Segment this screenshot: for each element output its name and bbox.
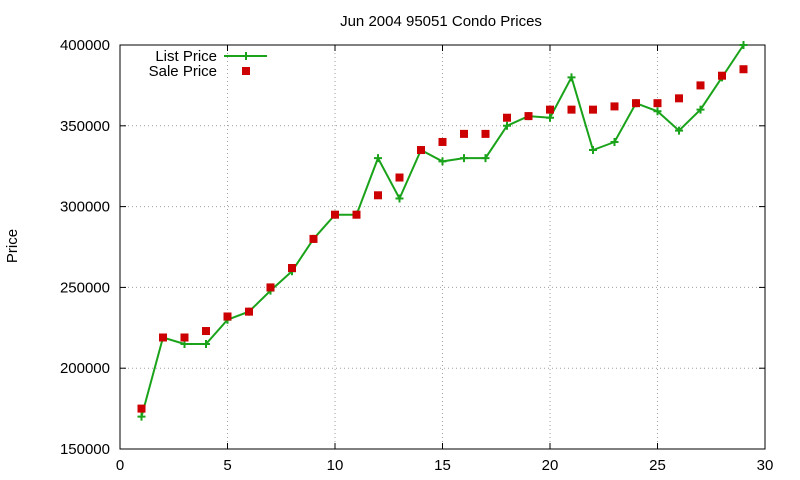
x-tick-label: 20 [542, 457, 559, 474]
y-tick-label: 300000 [60, 199, 110, 216]
sale-price-point [503, 113, 511, 122]
sale-price-point [180, 333, 189, 342]
list-price-point [202, 339, 210, 348]
legend-label-sale-price: Sale Price [149, 63, 217, 80]
list-price-point [653, 107, 662, 116]
x-tick-label: 30 [757, 457, 774, 474]
sale-price-point [610, 102, 619, 111]
sale-price-point [632, 99, 640, 108]
x-tick-label: 0 [116, 457, 124, 474]
sale-price-point [675, 94, 683, 103]
list-price-point [610, 137, 619, 146]
list-price-point [460, 154, 468, 163]
sale-price-point [417, 146, 425, 155]
list-price-point [675, 126, 683, 135]
y-tick-label: 400000 [60, 37, 110, 54]
sale-price-point [331, 210, 339, 219]
x-tick-label: 25 [649, 457, 666, 474]
legend-keys [224, 52, 267, 75]
grid [120, 45, 765, 449]
y-tick-label: 200000 [60, 360, 110, 377]
legend-label-list-price: List Price [155, 48, 217, 65]
sale-price-point [653, 99, 662, 108]
legend-marker-list-price [242, 52, 250, 60]
x-tick-label: 15 [434, 457, 451, 474]
list-price-point [567, 73, 576, 82]
series-layer [137, 41, 748, 421]
sale-price-point [159, 333, 167, 342]
x-tick-label: 5 [223, 457, 231, 474]
sale-price-point [352, 210, 361, 219]
y-tick-label: 150000 [60, 441, 110, 458]
sale-price-point [245, 307, 253, 316]
legend-key-sale-price [242, 67, 250, 75]
sale-price-point [374, 191, 382, 200]
sale-price-point [739, 65, 748, 74]
sale-price-point [223, 312, 232, 321]
y-axis-label: Price [4, 229, 21, 263]
list-price-point [589, 146, 597, 155]
legend: List Price Sale Price [149, 48, 267, 80]
sale-price-point [288, 264, 296, 273]
sale-price-point [438, 137, 447, 146]
list-price-point [438, 157, 447, 166]
y-tick-label: 350000 [60, 118, 110, 135]
series-line-list-price [140, 44, 745, 417]
sale-price-point [589, 105, 597, 114]
sale-price-point [266, 283, 275, 292]
list-price-point [374, 154, 382, 163]
sale-price-point [546, 105, 554, 114]
chart-title: Jun 2004 95051 Condo Prices [340, 13, 542, 30]
sale-price-point [567, 105, 576, 114]
list-price-point [481, 154, 490, 163]
sale-price-point [395, 173, 404, 182]
list-price-point [696, 105, 705, 114]
sale-price-point [524, 112, 533, 121]
sale-price-point [202, 327, 210, 336]
sale-price-point [137, 404, 146, 413]
list-price-point [137, 412, 146, 421]
sale-price-point [460, 129, 468, 138]
list-price-point [395, 194, 404, 203]
axis-ticks: 150000 200000 250000 300000 350000 400000 0 5 10… [60, 37, 773, 474]
sale-price-point [718, 71, 726, 80]
sale-price-point [696, 81, 705, 90]
list-price-point [546, 113, 554, 122]
sale-price-point [309, 234, 318, 243]
list-price-point [503, 121, 511, 130]
sale-price-point [481, 129, 490, 138]
x-tick-label: 10 [327, 457, 344, 474]
y-tick-label: 250000 [60, 279, 110, 296]
list-price-point [739, 41, 748, 49]
